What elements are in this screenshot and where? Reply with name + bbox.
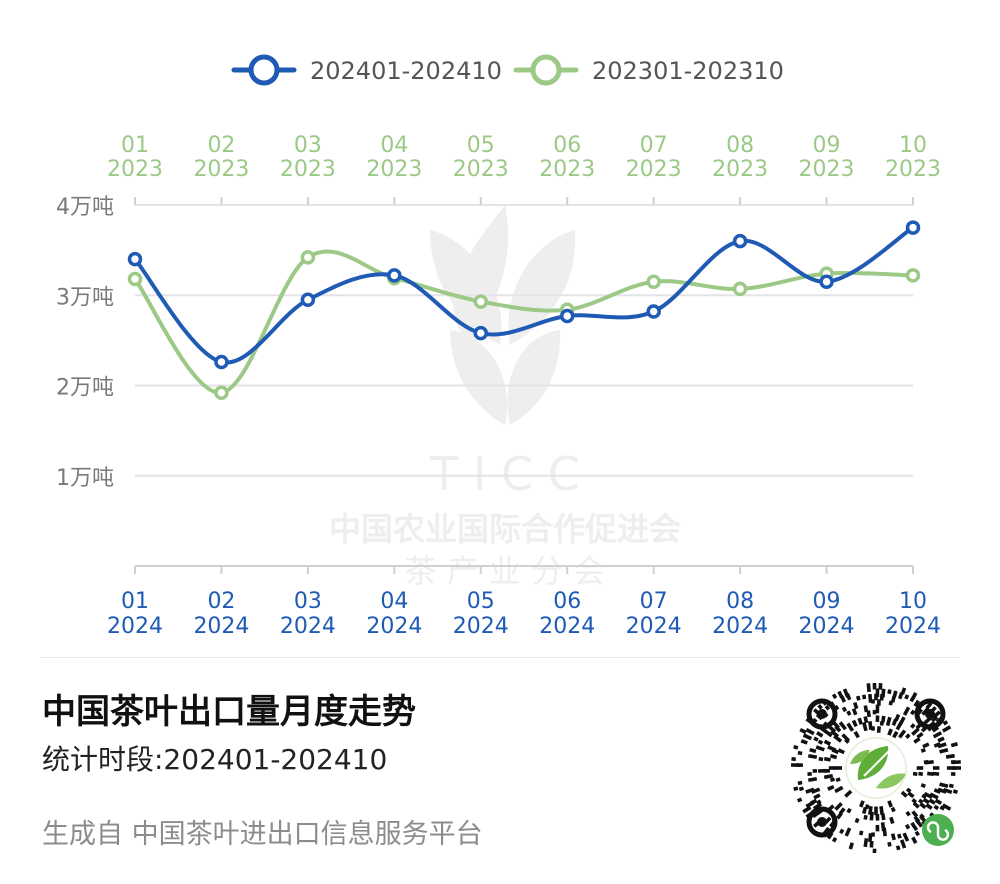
x-top-month-label: 02: [207, 133, 235, 158]
data-point-series-1: [646, 304, 661, 319]
x-top-year-label: 2023: [799, 157, 855, 182]
data-point-series-1: [300, 292, 316, 308]
x-bottom-year-label: 2024: [280, 614, 336, 639]
data-point-series-2: [905, 268, 921, 283]
data-point-series-2: [473, 294, 489, 309]
x-bottom-month-label: 04: [380, 589, 408, 614]
x-bottom-month-label: 06: [553, 589, 581, 614]
x-bottom-month-label: 01: [121, 589, 149, 614]
data-point-series-1: [127, 251, 143, 267]
x-top-year-label: 2023: [539, 157, 595, 182]
legend-marker-series-1: [248, 54, 280, 86]
x-bottom-year-label: 2024: [366, 614, 422, 639]
x-bottom-month-label: 05: [467, 589, 495, 614]
data-point-series-2: [646, 274, 661, 289]
series: [127, 220, 921, 400]
legend-label-series-2: 202301-202310: [592, 57, 784, 85]
x-top-month-label: 09: [813, 133, 841, 158]
x-top-year-label: 2023: [366, 157, 422, 182]
x-bottom-year-label: 2024: [453, 614, 509, 639]
x-top-year-label: 2023: [280, 157, 336, 182]
x-top-year-label: 2023: [193, 157, 249, 182]
divider: [40, 657, 960, 658]
x-bottom-month-label: 03: [294, 589, 322, 614]
x-top-month-label: 03: [294, 133, 322, 158]
data-point-series-2: [300, 250, 316, 265]
x-top-month-label: 01: [121, 133, 149, 158]
x-bottom-year-label: 2024: [193, 614, 249, 639]
data-point-series-1: [905, 220, 921, 235]
x-bottom-month-label: 02: [207, 589, 235, 614]
legend-item-series-2: 202301-202310: [513, 54, 784, 86]
x-top-year-label: 2023: [712, 157, 768, 182]
grid: [135, 204, 913, 477]
qr-code-icon: [790, 682, 961, 854]
watermark-leaf-logo: [430, 205, 576, 425]
x-top-year-label: 2023: [453, 157, 509, 182]
x-bottom-year-label: 2024: [799, 614, 855, 639]
legend-marker-series-2: [530, 54, 562, 86]
watermark-line2: 中国农业国际合作促进会: [329, 510, 681, 548]
axes: 1万吨2万吨3万吨4万吨0120230220230320230420230520…: [56, 133, 941, 639]
legend-item-series-1: 202401-202410: [231, 54, 502, 86]
x-bottom-year-label: 2024: [539, 614, 595, 639]
series-line-1: [133, 225, 915, 365]
data-point-series-1: [732, 233, 748, 249]
x-bottom-month-label: 09: [813, 589, 841, 614]
leaf-logo-icon: [845, 737, 907, 799]
mini-program-icon: [922, 814, 954, 846]
x-bottom-year-label: 2024: [885, 614, 941, 639]
x-top-month-label: 08: [726, 133, 754, 158]
x-top-month-label: 04: [380, 133, 408, 158]
data-point-series-2: [127, 271, 143, 287]
y-tick-label: 3万吨: [56, 285, 114, 310]
x-top-month-label: 07: [640, 133, 668, 158]
source-text: 生成自 中国茶叶进出口信息服务平台: [42, 819, 483, 850]
statistics-period: 统计时段:202401-202410: [42, 743, 388, 776]
watermark-line3: 茶 产 业 分 会: [405, 552, 606, 590]
data-point-series-1: [387, 268, 402, 283]
data-point-series-2: [214, 385, 229, 400]
watermark-line1: T I C C: [429, 447, 580, 501]
x-bottom-year-label: 2024: [107, 614, 163, 639]
x-top-month-label: 05: [467, 133, 495, 158]
x-top-month-label: 10: [899, 133, 927, 158]
x-top-month-label: 06: [553, 133, 581, 158]
y-tick-label: 2万吨: [56, 376, 114, 401]
y-tick-label: 1万吨: [56, 466, 114, 491]
legend: 202401-202410 202301-202310: [231, 54, 784, 86]
data-point-series-1: [214, 354, 229, 370]
data-point-series-1: [473, 325, 489, 341]
series-line-2: [133, 249, 914, 395]
watermark: T I C C 中国农业国际合作促进会 茶 产 业 分 会: [329, 205, 681, 590]
x-bottom-month-label: 10: [899, 589, 927, 614]
chart: T I C C 中国农业国际合作促进会 茶 产 业 分 会 202401-202…: [56, 54, 941, 639]
legend-label-series-1: 202401-202410: [310, 57, 502, 85]
x-bottom-month-label: 07: [640, 589, 668, 614]
data-point-series-2: [732, 281, 748, 297]
x-bottom-month-label: 08: [726, 589, 754, 614]
data-point-series-1: [559, 308, 575, 324]
data-point-series-1: [819, 274, 834, 289]
x-bottom-year-label: 2024: [712, 614, 768, 639]
x-top-year-label: 2023: [107, 157, 163, 182]
x-top-year-label: 2023: [885, 157, 941, 182]
x-top-year-label: 2023: [626, 157, 682, 182]
chart-title: 中国茶叶出口量月度走势: [42, 692, 416, 732]
y-tick-label: 4万吨: [56, 195, 114, 220]
x-bottom-year-label: 2024: [626, 614, 682, 639]
